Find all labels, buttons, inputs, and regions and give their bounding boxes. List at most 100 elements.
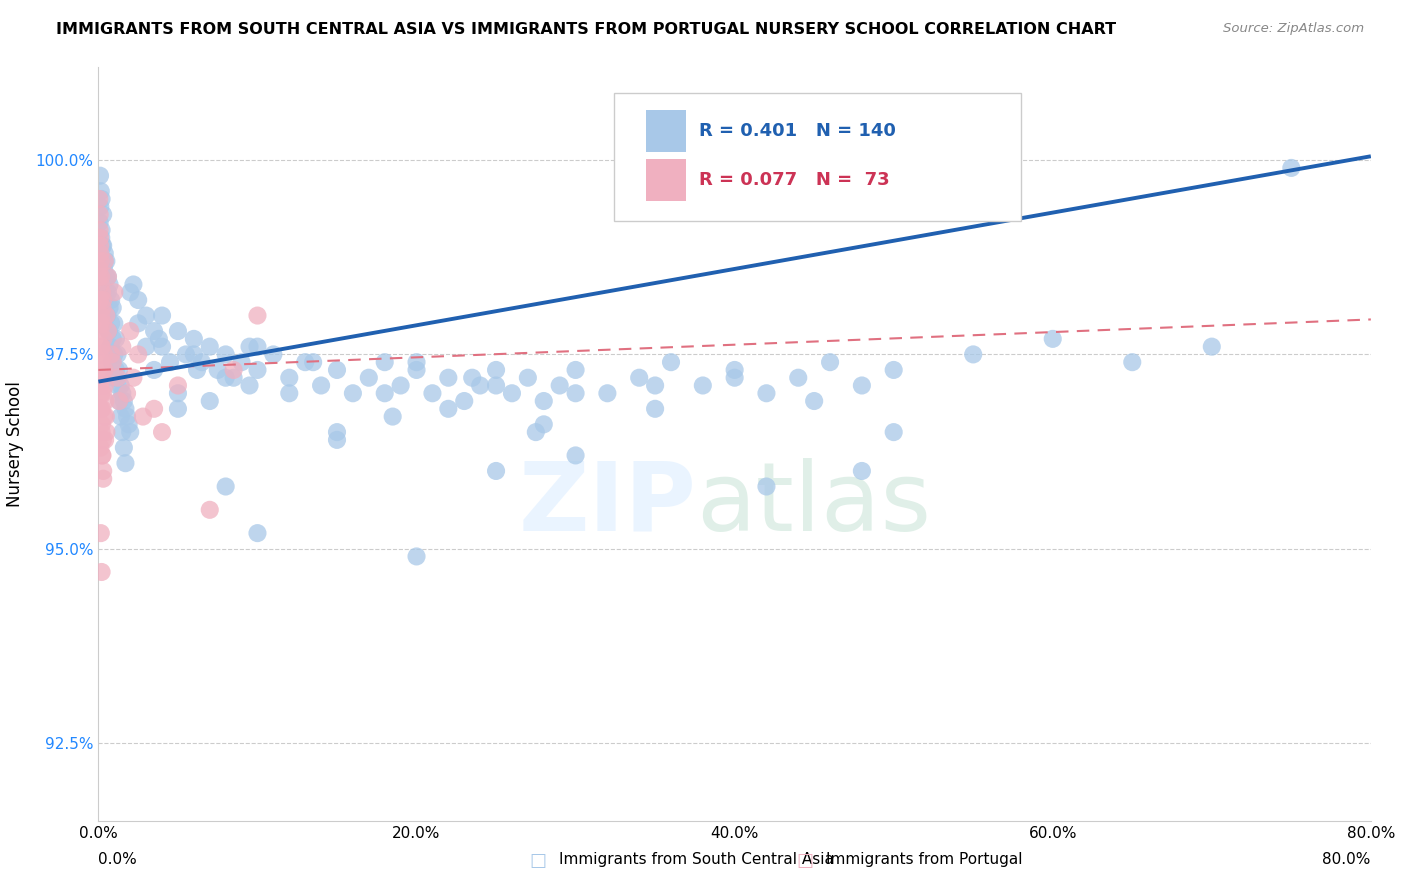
Point bbox=[90, 223, 112, 237]
Point bbox=[485, 378, 508, 392]
Point bbox=[90, 526, 112, 541]
Point bbox=[516, 370, 538, 384]
Point bbox=[1042, 332, 1064, 346]
Text: IMMIGRANTS FROM SOUTH CENTRAL ASIA VS IMMIGRANTS FROM PORTUGAL NURSERY SCHOOL CO: IMMIGRANTS FROM SOUTH CENTRAL ASIA VS IM… bbox=[56, 22, 1116, 37]
Point bbox=[1121, 355, 1143, 369]
Point bbox=[111, 340, 134, 354]
Point bbox=[112, 394, 135, 409]
Point bbox=[883, 425, 905, 439]
Point bbox=[89, 223, 111, 237]
Point bbox=[90, 192, 112, 206]
Point bbox=[405, 355, 427, 369]
Point bbox=[90, 386, 112, 401]
Point bbox=[89, 192, 111, 206]
Point bbox=[108, 363, 131, 377]
Point bbox=[326, 433, 349, 447]
Point bbox=[89, 316, 111, 330]
Point bbox=[90, 370, 112, 384]
Point bbox=[174, 347, 197, 361]
Point bbox=[357, 370, 380, 384]
Point bbox=[851, 464, 873, 478]
Point bbox=[222, 363, 245, 377]
Point bbox=[644, 401, 666, 416]
Point bbox=[91, 386, 114, 401]
Point bbox=[91, 401, 114, 416]
Point bbox=[374, 386, 396, 401]
Point bbox=[143, 324, 166, 338]
Point bbox=[214, 479, 236, 493]
Point bbox=[98, 277, 121, 292]
Point bbox=[89, 441, 111, 455]
Point bbox=[110, 378, 132, 392]
Point bbox=[246, 363, 269, 377]
Point bbox=[97, 269, 120, 284]
Point bbox=[214, 370, 236, 384]
Point bbox=[90, 309, 112, 323]
Point bbox=[127, 316, 149, 330]
Point bbox=[96, 254, 118, 268]
Point bbox=[89, 238, 111, 252]
Point bbox=[91, 449, 114, 463]
Point bbox=[89, 169, 111, 183]
Point bbox=[91, 238, 114, 252]
Point bbox=[91, 472, 114, 486]
Point bbox=[533, 417, 555, 432]
Point bbox=[103, 347, 125, 361]
Point bbox=[97, 324, 120, 338]
Point bbox=[89, 200, 111, 214]
Point bbox=[692, 378, 714, 392]
Point bbox=[114, 456, 136, 470]
Point bbox=[90, 184, 112, 198]
Point bbox=[98, 301, 121, 315]
Point bbox=[150, 425, 173, 439]
Point bbox=[326, 363, 349, 377]
Point bbox=[564, 363, 586, 377]
Point bbox=[90, 340, 112, 354]
Point bbox=[93, 409, 115, 424]
Point bbox=[405, 363, 427, 377]
Text: R = 0.401   N = 140: R = 0.401 N = 140 bbox=[699, 122, 896, 140]
Point bbox=[91, 301, 114, 315]
Point bbox=[115, 386, 138, 401]
Point bbox=[628, 370, 651, 384]
Point bbox=[453, 394, 475, 409]
Point bbox=[755, 479, 778, 493]
Point bbox=[108, 394, 131, 409]
Point bbox=[501, 386, 523, 401]
Point bbox=[93, 363, 115, 377]
Point bbox=[101, 301, 124, 315]
Point bbox=[222, 370, 245, 384]
Point bbox=[97, 324, 120, 338]
Point bbox=[114, 401, 136, 416]
Point bbox=[90, 401, 112, 416]
Point bbox=[278, 386, 301, 401]
Point bbox=[117, 417, 139, 432]
Point bbox=[91, 449, 114, 463]
Point bbox=[207, 363, 229, 377]
Text: 80.0%: 80.0% bbox=[1323, 852, 1371, 867]
Point bbox=[107, 347, 129, 361]
Point bbox=[533, 394, 555, 409]
Point bbox=[422, 386, 444, 401]
Point bbox=[96, 269, 118, 284]
Point bbox=[110, 409, 132, 424]
Point bbox=[93, 347, 115, 361]
Point bbox=[962, 347, 984, 361]
Point bbox=[818, 355, 841, 369]
Point bbox=[659, 355, 682, 369]
Point bbox=[89, 401, 111, 416]
Point bbox=[150, 340, 173, 354]
Point bbox=[93, 261, 115, 276]
Point bbox=[294, 355, 316, 369]
Text: atlas: atlas bbox=[696, 458, 932, 550]
Point bbox=[87, 269, 110, 284]
Point bbox=[326, 425, 349, 439]
Point bbox=[150, 309, 173, 323]
Point bbox=[91, 464, 114, 478]
Point bbox=[167, 401, 190, 416]
Point bbox=[159, 355, 181, 369]
FancyBboxPatch shape bbox=[645, 160, 686, 201]
Point bbox=[90, 277, 112, 292]
Point bbox=[183, 332, 205, 346]
Point bbox=[342, 386, 364, 401]
